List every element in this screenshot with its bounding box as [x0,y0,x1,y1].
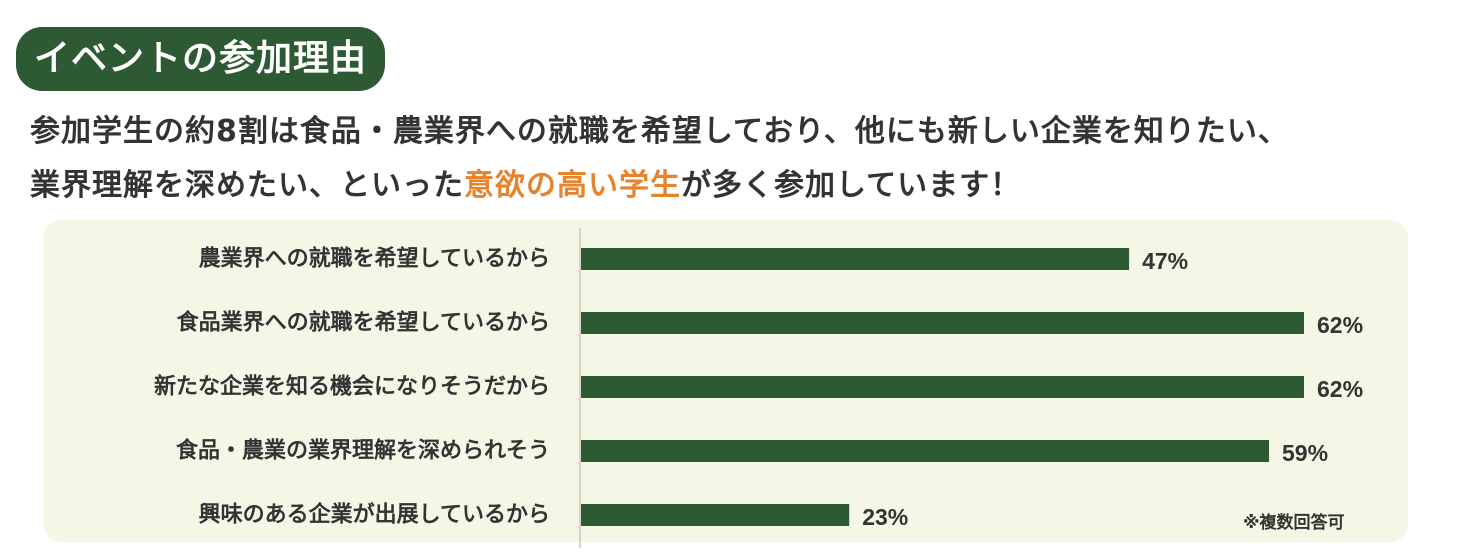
bar [581,504,850,526]
value-label: 23% [862,504,908,530]
category-label: 新たな企業を知る機会になりそうだから [154,374,550,400]
multiple-answers-note: ※複数回答可 [1243,513,1345,533]
value-label: 62% [1317,376,1363,402]
section-title: イベントの参加理由 [16,27,386,91]
bar [581,248,1130,270]
category-label: 興味のある企業が出展しているから [199,502,550,528]
value-label: 47% [1142,248,1188,274]
category-label: 食品・農業の業界理解を深められそう [176,438,550,464]
category-label: 食品業界への就職を希望しているから [177,310,550,336]
lead-line-1: 参加学生の約8割は食品・農業界への就職を希望しており、他にも新しい企業を知りたい… [30,114,1289,149]
category-label: 農業界への就職を希望しているから [199,246,550,272]
bar [581,376,1304,398]
bar [581,440,1270,462]
lead-line-2-tail: が多く参加しています！ [681,168,1022,203]
lead-line-2-text: 業界理解を深めたい、といった [30,168,464,203]
lead-highlight: 意欲の高い学生 [464,168,681,203]
value-label: 59% [1282,440,1328,466]
lead-line-2: 業界理解を深めたい、といった意欲の高い学生が多く参加しています！ [30,160,1021,204]
bar [581,312,1304,334]
value-label: 62% [1317,312,1363,338]
